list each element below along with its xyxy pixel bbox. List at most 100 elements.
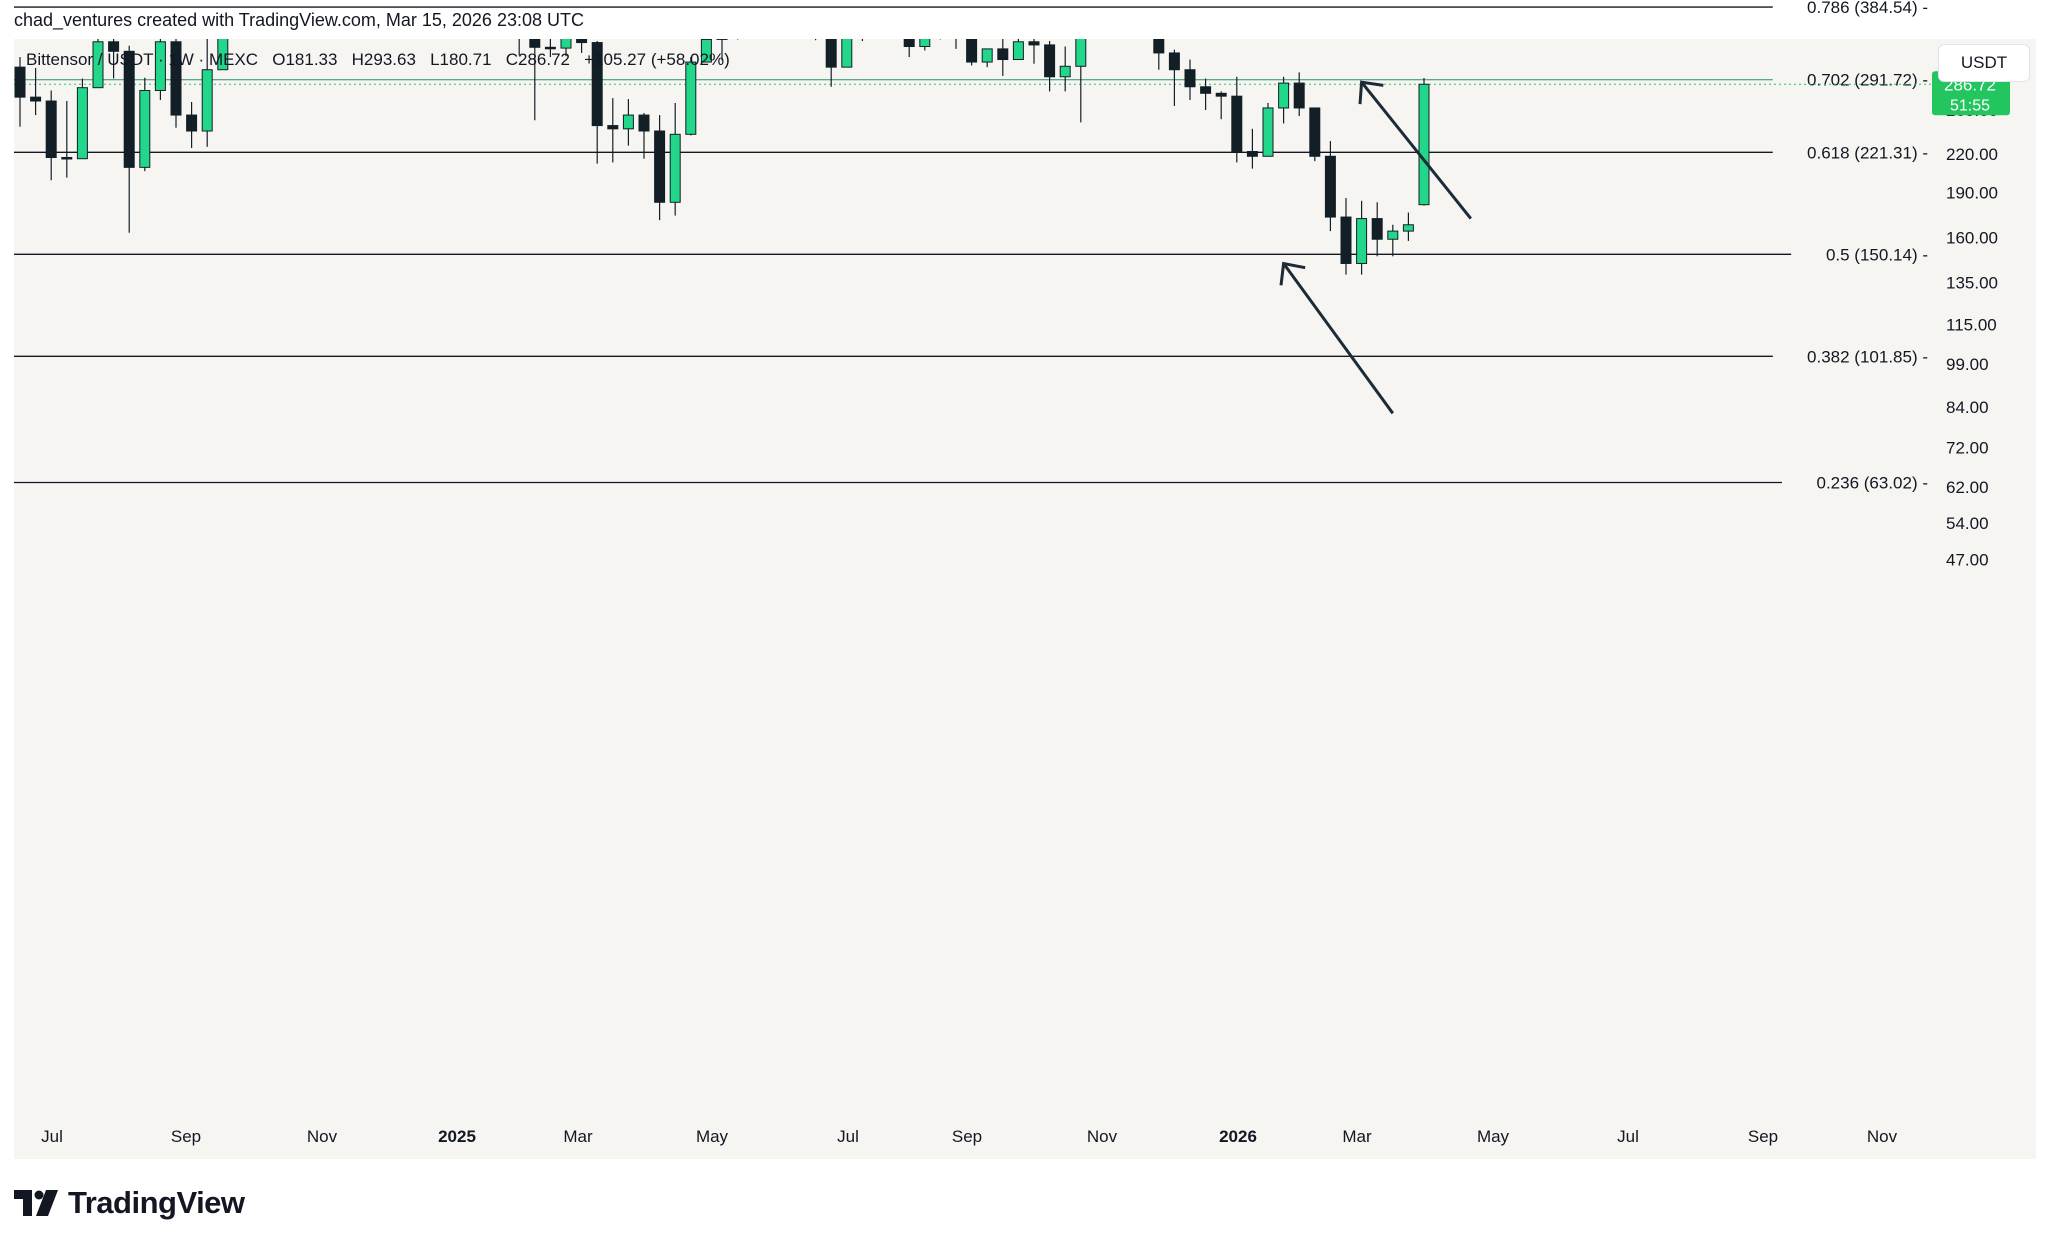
candle-body — [514, 0, 524, 38]
candle-body — [1387, 230, 1399, 240]
candle-body — [903, 39, 915, 47]
candle — [748, 0, 758, 3]
candle-body — [1293, 82, 1305, 109]
x-tick-label: Nov — [1867, 1127, 1898, 1146]
candle-body — [1200, 86, 1212, 94]
tradingview-logo[interactable]: TradingView — [14, 1183, 245, 1223]
candle-body — [1107, 0, 1117, 10]
candle — [186, 102, 198, 148]
arrow-shaft — [1360, 81, 1472, 220]
candle — [861, 39, 864, 41]
candle-body — [935, 12, 945, 23]
current-price-box — [1932, 71, 2010, 116]
candle-body — [123, 50, 135, 168]
candle — [1138, 0, 1148, 16]
candle-body — [1153, 39, 1165, 54]
tradingview-logo-text: TradingView — [68, 1185, 245, 1220]
y-tick-label: 47.00 — [1946, 551, 1989, 570]
candle — [716, 39, 728, 61]
candle-body — [811, 0, 821, 36]
overlay-layer — [1279, 80, 1472, 415]
candle — [654, 115, 666, 221]
candle-body — [92, 41, 104, 89]
ohlc-close: C286.72 — [505, 50, 570, 69]
ohlc-change: +105.27 (+58.02%) — [584, 50, 730, 69]
candle-body — [1215, 92, 1227, 97]
annotation-arrow-1 — [1358, 80, 1472, 220]
candle-body — [997, 48, 1009, 61]
candle — [154, 39, 166, 101]
candle — [1387, 224, 1399, 257]
x-tick-label: Mar — [563, 1127, 593, 1146]
candle-body — [1231, 95, 1243, 153]
x-tick-label: Sep — [952, 1127, 982, 1146]
candle-body — [1044, 44, 1056, 78]
y-tick-label: 84.00 — [1946, 398, 1989, 417]
candle — [217, 39, 229, 71]
candle — [669, 102, 681, 216]
candle-body — [919, 39, 931, 47]
candle-body — [951, 23, 961, 31]
x-tick-label: Nov — [307, 1127, 338, 1146]
candle — [1075, 39, 1087, 123]
x-tick-label: Jul — [837, 1127, 859, 1146]
chart-legend: Bittensor / USDT · 1W · MEXC O181.33 H29… — [26, 50, 730, 70]
candle — [576, 39, 588, 53]
chart-panel[interactable] — [14, 39, 2036, 1159]
candle — [1324, 141, 1336, 232]
ohlc-high: H293.63 — [351, 50, 416, 69]
candle — [919, 39, 931, 51]
arrow-head — [1279, 261, 1306, 286]
candle-body — [591, 42, 603, 127]
candle — [1278, 76, 1290, 124]
ohlc-low: L180.71 — [430, 50, 492, 69]
price-axis-layer: 260.00220.00190.00160.00135.00115.0099.0… — [1932, 71, 2010, 570]
candle — [622, 99, 634, 146]
candle — [1028, 39, 1040, 64]
candle — [764, 0, 774, 1]
candle — [30, 68, 42, 116]
candle-body — [716, 39, 728, 40]
candle-body — [170, 41, 182, 116]
candle-body — [1168, 52, 1180, 71]
x-tick-label: May — [1477, 1127, 1510, 1146]
candle — [903, 39, 915, 58]
currency-button[interactable]: USDT — [1938, 44, 2030, 82]
candle — [1012, 39, 1024, 61]
candle-body — [1123, 0, 1133, 10]
candle-body — [1091, 0, 1101, 7]
candle-body — [700, 39, 712, 63]
candle — [841, 39, 853, 68]
candle-body — [201, 69, 213, 132]
y-tick-label: 62.00 — [1946, 478, 1989, 497]
candle-body — [1278, 82, 1290, 109]
candle — [123, 45, 135, 233]
current-price-countdown: 51:55 — [1950, 97, 1990, 114]
candle — [997, 39, 1009, 76]
candle — [1184, 59, 1196, 101]
candle-body — [1028, 41, 1040, 46]
candle — [1059, 46, 1071, 92]
candle — [811, 0, 821, 41]
candle-body — [76, 87, 88, 160]
candle — [1418, 77, 1430, 206]
y-tick-label: 54.00 — [1946, 514, 1989, 533]
candle-body — [1356, 218, 1368, 264]
candle — [1123, 0, 1133, 10]
fib-label-6: 0.382 (101.85) - — [1807, 347, 1928, 366]
x-tick-label: Jul — [41, 1127, 63, 1146]
y-tick-label: 220.00 — [1946, 145, 1998, 164]
arrow-shaft — [1282, 262, 1395, 415]
fib-label-5: 0.5 (150.14) - — [1826, 245, 1928, 264]
candle-body — [14, 66, 26, 98]
candle-body — [654, 130, 666, 203]
candle-body — [1309, 107, 1321, 157]
candle — [966, 39, 978, 66]
candle — [1262, 102, 1274, 157]
candle — [170, 39, 182, 128]
x-tick-label: 2026 — [1219, 1127, 1257, 1146]
x-tick-label: 2025 — [438, 1127, 476, 1146]
candle — [1356, 200, 1368, 275]
candle-body — [1402, 224, 1414, 232]
